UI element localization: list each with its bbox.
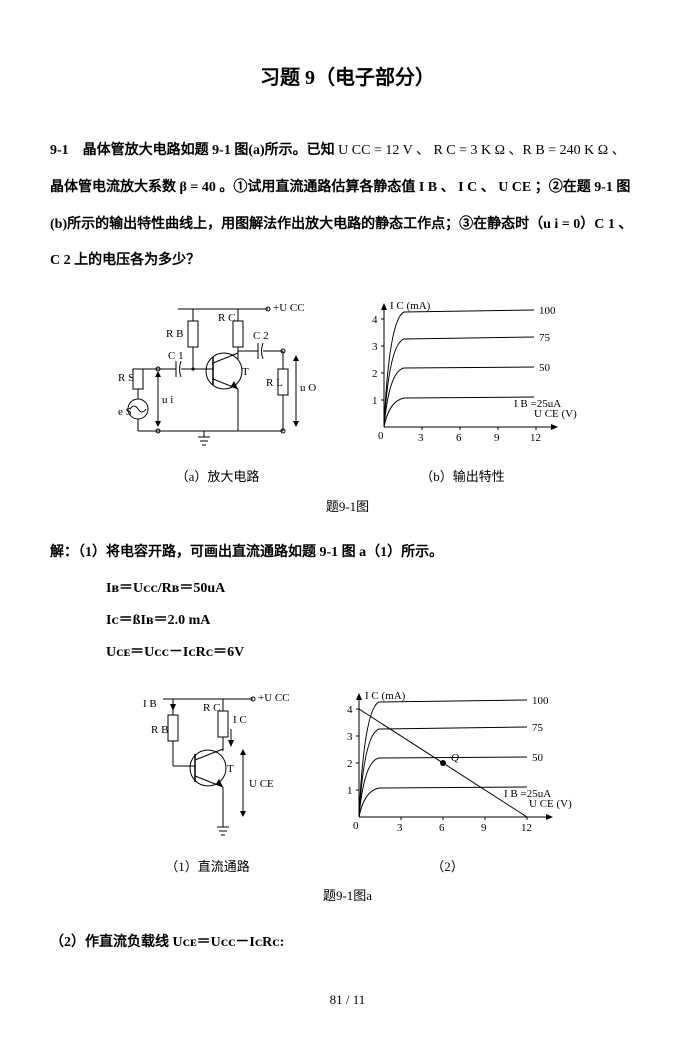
page-title: 习题 9（电子部分） xyxy=(50,60,645,96)
ui-label: u i xyxy=(162,394,173,406)
fig1-main-caption: 题9-1图 xyxy=(50,495,645,518)
svg-text:4: 4 xyxy=(347,704,353,716)
rb2-label: R B xyxy=(151,724,168,736)
problem-text: 9-1 晶体管放大电路如题 9-1 图(a)所示。已知 U CC = 12 V … xyxy=(50,136,645,167)
svg-text:12: 12 xyxy=(530,432,541,444)
ic-label: I C xyxy=(233,714,247,726)
fig2-2-caption: （2） xyxy=(323,855,573,878)
fig2-1-cell: +U CC I B R B R C I C T xyxy=(123,681,293,878)
fig2-2-cell: I C (mA) U CE (V) 1 2 3 4 0 3 6 9 12 100 xyxy=(323,681,573,878)
rb-label: R B xyxy=(166,328,183,340)
curve-50: 50 xyxy=(539,362,551,374)
svg-text:3: 3 xyxy=(397,822,403,834)
svg-text:3: 3 xyxy=(418,432,424,444)
ucc-label: +U CC xyxy=(273,302,305,314)
c2-label: C 2 xyxy=(253,330,269,342)
t2-label: T xyxy=(227,763,234,775)
amplifier-circuit-svg: +U CC R B R C C 1 T xyxy=(118,291,318,461)
solution-part2: （2）作直流负载线 Uᴄᴇ＝Uᴄᴄ－IᴄRᴄ: xyxy=(50,928,645,959)
figure-row-1: +U CC R B R C C 1 T xyxy=(50,291,645,488)
svg-text:0: 0 xyxy=(378,430,384,442)
svg-text:3: 3 xyxy=(372,341,378,353)
q-label: Q xyxy=(451,752,459,764)
svg-text:9: 9 xyxy=(494,432,500,444)
svg-text:1: 1 xyxy=(372,395,378,407)
figure-row-2: +U CC I B R B R C I C T xyxy=(50,681,645,878)
svg-text:12: 12 xyxy=(521,822,532,834)
fig-b-cell: I C (mA) U CE (V) 1 2 3 4 0 3 6 9 12 xyxy=(348,291,578,488)
fig-a-caption: （a）放大电路 xyxy=(118,465,318,488)
svg-text:4: 4 xyxy=(372,314,378,326)
uo-label: u O xyxy=(300,382,316,394)
rl-label: R L xyxy=(266,377,283,389)
rc2-label: R C xyxy=(203,702,220,714)
curve2-25: I B =25uA xyxy=(504,788,551,800)
svg-text:0: 0 xyxy=(353,820,359,832)
page-number: 81 / 11 xyxy=(50,988,645,1011)
svg-text:1: 1 xyxy=(347,785,353,797)
curve2-100: 100 xyxy=(532,695,549,707)
dc-path-circuit-svg: +U CC I B R B R C I C T xyxy=(123,681,293,851)
curve2-75: 75 xyxy=(532,722,544,734)
svg-text:2: 2 xyxy=(372,368,378,380)
rc-label: R C xyxy=(218,312,235,324)
curve2-50: 50 xyxy=(532,752,544,764)
curve-25: I B =25uA xyxy=(514,398,561,410)
svg-text:2: 2 xyxy=(347,758,353,770)
fig-a-cell: +U CC R B R C C 1 T xyxy=(118,291,318,488)
svg-text:6: 6 xyxy=(439,822,445,834)
problem-lead: 9-1 晶体管放大电路如题 9-1 图(a)所示。已知 xyxy=(50,143,335,158)
curve-75: 75 xyxy=(539,332,551,344)
fig2-1-caption: （1）直流通路 xyxy=(123,855,293,878)
rs-label: R S xyxy=(118,372,134,384)
problem-given: U CC = 12 V 、 R C = 3 K Ω 、R B = 240 K Ω… xyxy=(338,143,625,158)
solution-equations: Iʙ＝Uᴄᴄ/Rʙ＝50uA Iᴄ＝ßIʙ＝2.0 mA Uᴄᴇ＝Uᴄᴄ－IᴄR… xyxy=(106,575,645,667)
t-label: T xyxy=(242,366,249,378)
g2-ylabel: I C (mA) xyxy=(365,690,406,702)
uce-label: U CE xyxy=(249,778,274,790)
svg-text:3: 3 xyxy=(347,731,353,743)
fig-b-caption: （b）输出特性 xyxy=(348,465,578,488)
ib-label: I B xyxy=(143,698,157,710)
eq-uce: Uᴄᴇ＝Uᴄᴄ－IᴄRᴄ＝6V xyxy=(106,639,645,667)
problem-line3: (b)所示的输出特性曲线上，用图解法作出放大电路的静态工作点；③在静态时（u i… xyxy=(50,210,645,241)
loadline-graph-svg: I C (mA) U CE (V) 1 2 3 4 0 3 6 9 12 100 xyxy=(323,681,573,851)
es-label: e S xyxy=(118,406,132,418)
ucc2-label: +U CC xyxy=(258,692,290,704)
problem-line2: 晶体管电流放大系数 β = 40 。①试用直流通路估算各静态值 I B 、 I … xyxy=(50,173,645,204)
solution-lead: 解：（1）将电容开路，可画出直流通路如题 9-1 图 a（1）所示。 xyxy=(50,538,645,569)
eq-ib: Iʙ＝Uᴄᴄ/Rʙ＝50uA xyxy=(106,575,645,603)
fig2-main-caption: 题9-1图a xyxy=(50,884,645,907)
eq-ic: Iᴄ＝ßIʙ＝2.0 mA xyxy=(106,607,645,635)
svg-text:6: 6 xyxy=(456,432,462,444)
output-characteristics-svg: I C (mA) U CE (V) 1 2 3 4 0 3 6 9 12 xyxy=(348,291,578,461)
curve-100: 100 xyxy=(539,305,556,317)
problem-line4: C 2 上的电压各为多少？ xyxy=(50,246,645,277)
g1-ylabel: I C (mA) xyxy=(390,300,431,312)
c1-label: C 1 xyxy=(168,350,184,362)
svg-text:9: 9 xyxy=(481,822,487,834)
